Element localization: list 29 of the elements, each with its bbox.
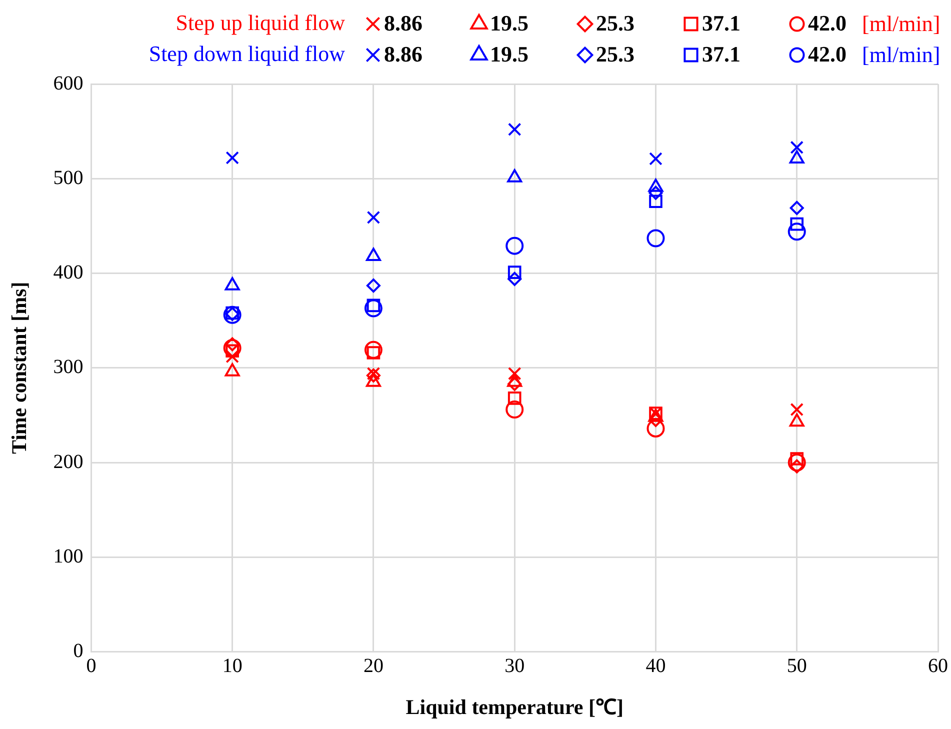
y-tick-label: 600 — [53, 72, 84, 94]
legend-label: 37.1 — [702, 42, 740, 67]
legend-label: 25.3 — [596, 10, 634, 36]
x-tick-label: 10 — [222, 655, 242, 678]
legend-label: 8.86 — [384, 42, 422, 67]
text: [ml/min] — [862, 10, 940, 36]
legend-label: 19.5 — [490, 42, 528, 67]
text: Step up liquid flow — [176, 10, 346, 35]
x-tick-label: 20 — [363, 655, 384, 678]
legend-label: 8.86 — [384, 10, 422, 36]
y-tick-label: 500 — [53, 166, 84, 189]
y-tick-label: 100 — [53, 545, 84, 568]
legend-label: 42.0 — [808, 10, 846, 36]
x-tick-label: 30 — [504, 655, 525, 678]
x-tick-label: 40 — [646, 655, 666, 678]
text: [ml/min] — [862, 42, 940, 67]
x-tick-label: 50 — [786, 655, 807, 678]
x-axis-title: Liquid temperature [℃] — [406, 694, 624, 719]
legend-label: 42.0 — [808, 42, 846, 67]
text: Step down liquid flow — [148, 40, 346, 66]
y-tick-label: 300 — [53, 356, 84, 378]
legend-label: 19.5 — [490, 10, 528, 36]
y-axis-title: Time constant [ms] — [7, 282, 32, 454]
y-tick-label: 200 — [53, 450, 84, 473]
y-tick-label: 0 — [73, 640, 84, 662]
legend-label: 25.3 — [596, 42, 634, 67]
legend-label: 37.1 — [702, 10, 740, 36]
x-tick-label: 60 — [928, 655, 948, 678]
y-tick-label: 400 — [53, 262, 84, 284]
